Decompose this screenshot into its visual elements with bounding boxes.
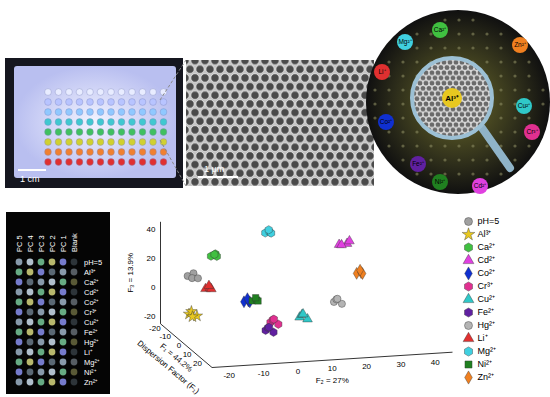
svg-text:Ni²⁺: Ni²⁺: [435, 178, 445, 185]
svg-text:Al³⁺: Al³⁺: [478, 229, 492, 239]
svg-text:PC 5: PC 5: [15, 235, 24, 252]
svg-text:0: 0: [151, 283, 156, 292]
svg-text:-10: -10: [159, 332, 171, 341]
svg-text:Hg²⁺: Hg²⁺: [478, 320, 496, 330]
svg-text:Cd²⁺: Cd²⁺: [478, 255, 496, 265]
svg-text:pH=5: pH=5: [84, 258, 102, 267]
svg-text:F₂ = 27%: F₂ = 27%: [316, 376, 349, 385]
svg-text:Ca²⁺: Ca²⁺: [478, 242, 496, 252]
svg-text:-10: -10: [258, 369, 270, 378]
svg-text:Cr³⁺: Cr³⁺: [478, 281, 494, 291]
svg-text:Cu²⁺: Cu²⁺: [84, 318, 99, 327]
svg-text:10: 10: [182, 349, 192, 359]
svg-text:Co²⁺: Co²⁺: [84, 298, 99, 307]
svg-text:Li⁺: Li⁺: [478, 333, 488, 343]
svg-text:Dispersion Factor (F₁): Dispersion Factor (F₁): [136, 339, 202, 396]
svg-text:-20: -20: [149, 324, 161, 333]
svg-text:PC 4: PC 4: [26, 235, 35, 252]
svg-text:Mg²⁺: Mg²⁺: [478, 346, 497, 356]
svg-text:Ni²⁺: Ni²⁺: [478, 359, 493, 369]
svg-text:Co²⁺: Co²⁺: [478, 268, 496, 278]
svg-text:10: 10: [328, 364, 337, 373]
svg-text:1 cm: 1 cm: [20, 174, 40, 184]
svg-text:Hg²⁺: Hg²⁺: [84, 338, 99, 347]
svg-text:-20: -20: [223, 371, 235, 380]
svg-text:Mg²⁺: Mg²⁺: [398, 38, 411, 46]
svg-text:Ca²⁺: Ca²⁺: [84, 278, 99, 287]
svg-text:PC 1: PC 1: [59, 235, 68, 252]
svg-text:Li⁺: Li⁺: [84, 348, 93, 357]
svg-text:Cr³⁺: Cr³⁺: [84, 308, 97, 317]
svg-text:F₃ = 13.9%: F₃ = 13.9%: [126, 253, 135, 293]
svg-text:Al³⁺: Al³⁺: [445, 94, 459, 103]
svg-text:Co²⁺: Co²⁺: [380, 118, 392, 125]
svg-text:PC 2: PC 2: [48, 235, 57, 252]
svg-text:Zn²⁺: Zn²⁺: [84, 378, 98, 387]
svg-text:0: 0: [296, 367, 301, 376]
svg-text:Ca²⁺: Ca²⁺: [434, 26, 446, 33]
svg-text:Cu²⁺: Cu²⁺: [478, 294, 496, 304]
svg-text:Fe²⁺: Fe²⁺: [84, 328, 98, 337]
svg-text:Mg²⁺: Mg²⁺: [84, 358, 100, 367]
svg-text:F₁ = 44.2%: F₁ = 44.2%: [158, 341, 195, 374]
svg-text:40: 40: [431, 358, 440, 367]
svg-text:20: 20: [362, 362, 371, 371]
svg-text:Zn²⁺: Zn²⁺: [514, 41, 526, 48]
svg-text:20: 20: [193, 358, 202, 368]
svg-text:pH=5: pH=5: [478, 216, 500, 226]
svg-text:Cd²⁺: Cd²⁺: [84, 288, 99, 297]
svg-text:40: 40: [147, 225, 156, 234]
svg-text:Blank: Blank: [70, 233, 79, 252]
svg-text:30: 30: [397, 360, 406, 369]
svg-text:PC 3: PC 3: [37, 235, 46, 252]
svg-text:0: 0: [177, 341, 182, 350]
svg-text:Li⁺: Li⁺: [378, 68, 385, 75]
svg-text:20: 20: [147, 254, 156, 263]
svg-text:Zn²⁺: Zn²⁺: [478, 372, 495, 382]
svg-text:Cr³⁺: Cr³⁺: [526, 128, 537, 135]
svg-text:Cu²⁺: Cu²⁺: [518, 102, 530, 109]
svg-text:Fe²⁺: Fe²⁺: [478, 307, 495, 317]
svg-text:1 μm: 1 μm: [204, 164, 224, 174]
svg-text:-20: -20: [144, 312, 156, 321]
svg-text:Cd²⁺: Cd²⁺: [474, 182, 486, 189]
svg-text:Ni²⁺: Ni²⁺: [84, 368, 97, 377]
svg-text:Fe²⁺: Fe²⁺: [412, 160, 424, 167]
svg-text:Al³⁺: Al³⁺: [84, 268, 96, 277]
